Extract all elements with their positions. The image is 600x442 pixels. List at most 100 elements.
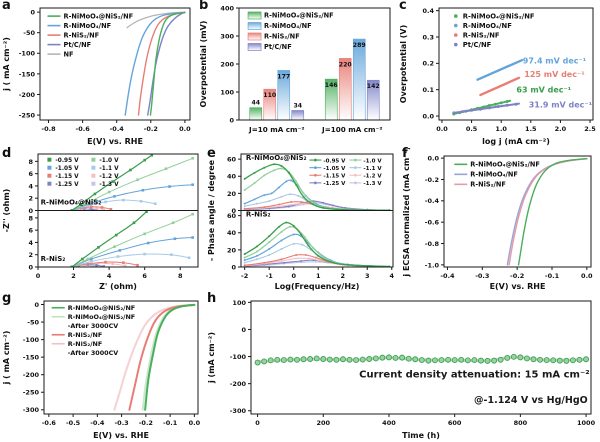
y-tick-label: -200	[23, 371, 40, 379]
bar-value-label: 146	[325, 82, 338, 89]
series-R-NiMoO₄/NF	[124, 11, 186, 116]
legend-item: -1.25 V	[309, 181, 346, 187]
legend-item: Pt/C/NF	[247, 43, 292, 51]
x-tick-label: -0.4	[90, 419, 105, 427]
x-tick-label: -0.5	[66, 419, 81, 427]
x-tick-label: 1000	[577, 419, 596, 427]
legend: -0.95 V -1.0 V -1.05 V -1.1 V -1.15 V -1.2 V -…	[309, 158, 382, 187]
legend-item: R-NiS₂/NF	[454, 181, 506, 189]
panel-f-ecsa-normalized: f 0.0 -0.2 -0.4 -0.6 -0.8 -1.0 -0.4 -0.3 -0.2 -0.…	[400, 146, 600, 293]
x-tick-label: -0.8	[41, 125, 56, 133]
y-tick-label: 0.3	[422, 33, 434, 41]
legend-item: -1.0 V	[91, 157, 119, 164]
y-tick-label: 2	[28, 251, 33, 259]
plot-frame	[39, 7, 191, 121]
chart-f-ecsa-normalized-lsv: 0.0-0.2-0.4-0.6-0.8-1.0-0.4 -0.3 -0.2 -0.1 0…	[402, 148, 593, 291]
plot-frame	[250, 300, 592, 415]
legend-label: Pt/C/NF	[463, 41, 492, 49]
legend-item: R-NiMoO₄/NF	[454, 171, 518, 179]
legend-label: -1.15 V	[323, 173, 346, 179]
legend-label: -1.1 V	[99, 166, 119, 172]
y-tick-label: 0	[231, 263, 236, 271]
plot-frame	[438, 7, 594, 121]
bar-value-label: 110	[263, 92, 277, 99]
y-axis-label: j ( mA cm⁻²)	[2, 331, 11, 386]
y-tick-label: -250	[23, 389, 40, 397]
annotation: R-NiMoO₄@NiS₂	[41, 198, 102, 206]
x-tick-label: 800	[514, 419, 528, 427]
bar-R-NiMoO₄/NF	[352, 38, 366, 121]
y-tick-label: -0.8	[425, 240, 440, 248]
y-tick-label: 40	[227, 173, 237, 181]
bar-group-label: J=100 mA cm⁻²	[321, 125, 382, 134]
legend-item: R-NiS₂/NF	[453, 31, 500, 39]
x-tick-label: 8	[178, 272, 183, 280]
y-tick-label: -300	[23, 406, 40, 414]
panel-letter-e: e	[207, 146, 216, 161]
x-tick-label: -0.6	[76, 125, 91, 133]
legend-item: -1.3 V	[349, 181, 382, 187]
chart-a-polarization-curves: 0 -50 -100 -150 -200 -250 -0.8 -0.6 -0.4 -0.2 0.0 R…	[2, 7, 191, 146]
legend-item: -After 3000CV	[68, 349, 119, 357]
legend-label: R-NiMoO₄@NiS₂/NF	[463, 12, 535, 20]
annotation: 31.9 mV dec⁻¹	[529, 100, 593, 109]
plot-frame	[443, 155, 592, 268]
series--0.95 V	[70, 154, 154, 211]
y-tick-label: 0.0	[427, 155, 439, 163]
legend-item: R-NiMoO₄@NiS₂/NF	[454, 161, 540, 169]
y-tick-label: 60	[227, 156, 237, 164]
legend-label: R-NiMoO₄/NF	[463, 22, 512, 30]
legend-item: -1.05 V	[309, 166, 346, 172]
x-tick-label: 2	[340, 272, 345, 280]
legend-label: -1.05 V	[323, 166, 346, 172]
y-tick-label: -250	[19, 111, 36, 119]
legend-label: -1.05 V	[55, 166, 79, 172]
x-axis-label: E(V) vs. RHE	[93, 431, 149, 440]
x-tick-label: 4	[390, 272, 395, 280]
chart-d-nyquist-plots: 0 2 4 6 8 R-NiMoO₄@NiS₂ -0.95 V -1.0 V -1.05 V -1…	[2, 153, 199, 291]
bar-value-label: 289	[353, 42, 366, 49]
x-tick-label: 0	[255, 419, 260, 427]
x-tick-label: -0.6	[42, 419, 57, 427]
legend-item: R-NiS₂/NF	[247, 32, 300, 41]
y-tick-label: -100	[230, 353, 247, 361]
x-axis-label: E(V) vs. RHE	[490, 282, 546, 291]
y-tick-label: 0	[241, 326, 246, 334]
y-tick-label: -50	[23, 29, 35, 37]
legend-item: R-NiMoO₄@NiS₂/NF	[51, 304, 135, 312]
series-R-NiMoO₄@NiS₂/NF	[517, 157, 588, 266]
y-tick-label: 300	[220, 32, 234, 40]
x-tick-label: -0.3	[475, 272, 489, 280]
x-tick-label: 4	[107, 272, 112, 280]
legend-label: R-NiMoO₄@NiS₂/NF	[264, 12, 334, 20]
legend: R-NiMoO₄@NiS₂/NF R-NiMoO₄/NFR-NiS₂/NF Pt/C…	[453, 12, 535, 49]
legend-item: -1.0 V	[349, 158, 382, 164]
y-tick-label: 20	[227, 246, 237, 254]
series--1.0 V	[243, 225, 391, 267]
x-tick-label: -0.1	[163, 419, 178, 427]
legend-item: -1.1 V	[349, 166, 382, 172]
plot-frame	[37, 210, 199, 268]
chart-g-before-after-3000cv: 0 -50 -100 -150 -200 -250 -300-0.6 -0.5 -0.4 -0.3…	[2, 300, 201, 440]
y-tick-label: -200	[19, 91, 36, 99]
panel-letter-h: h	[207, 291, 217, 306]
legend: -0.95 V -1.0 V -1.05 V -1.1 V -1.15 V -1.2 V -…	[47, 157, 119, 188]
legend-label: R-NiMoO₄@NiS₂/NF	[68, 313, 135, 321]
legend-item: -1.15 V	[47, 173, 79, 180]
panel-letter-d: d	[2, 146, 12, 161]
y-tick-label: 4	[28, 182, 33, 190]
annotation: @-1.124 V vs Hg/HgO	[474, 395, 588, 406]
y-tick-label: 4	[28, 239, 33, 247]
panel-letter-a: a	[2, 0, 11, 13]
legend-label: -1.25 V	[323, 181, 346, 187]
x-axis-label: Log(Frequency/Hz)	[275, 282, 360, 291]
legend-item: R-NiMoO₄@NiS₂/NF	[453, 12, 535, 20]
legend-label: R-NiS₂/NF	[68, 331, 103, 339]
legend-label: R-NiS₂/NF	[463, 31, 500, 39]
y-tick-label: -300	[230, 407, 247, 415]
y-axis-label: Overpotential (V)	[399, 25, 408, 104]
y-tick-label: 0.4	[422, 7, 434, 15]
legend-label: -1.1 V	[363, 166, 382, 172]
legend-label: -1.2 V	[99, 174, 119, 180]
